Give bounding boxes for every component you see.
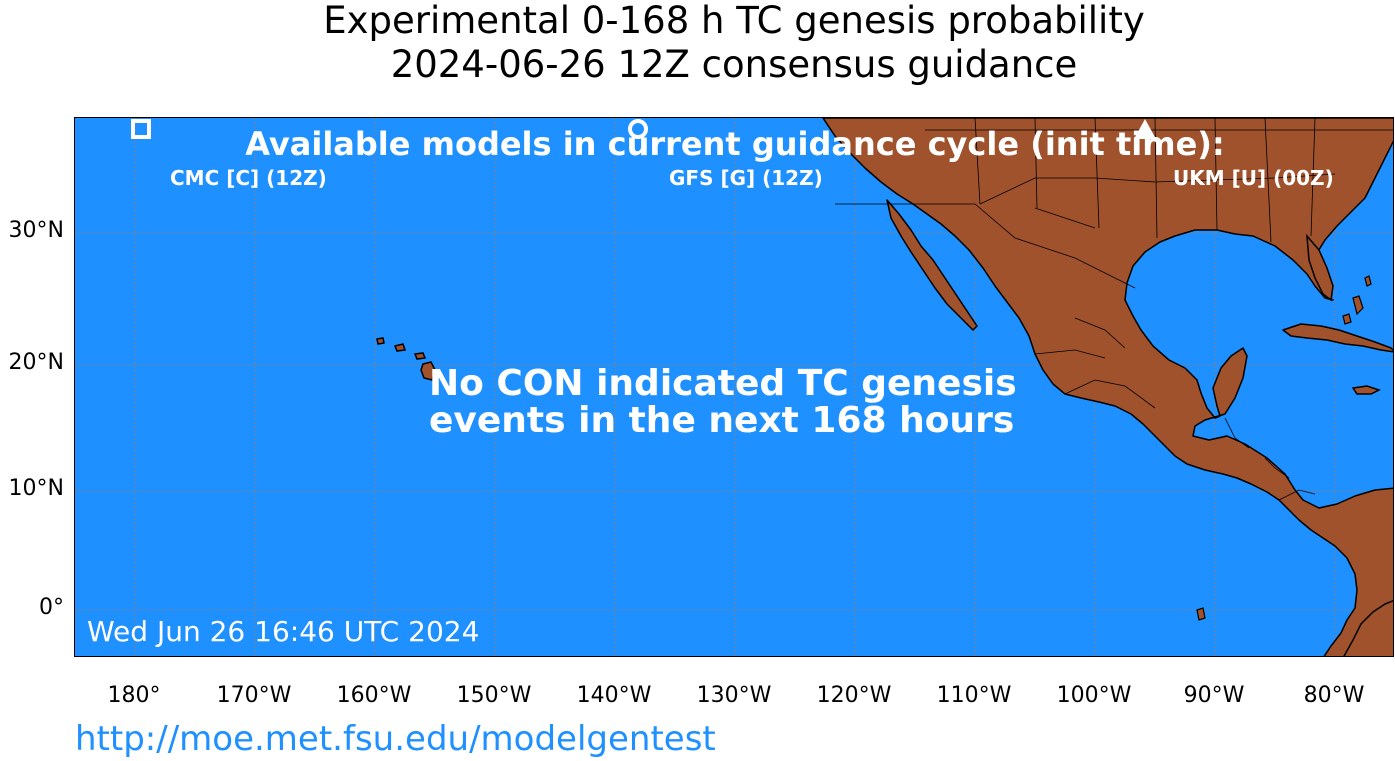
lon-label-180: 180° [107,683,161,708]
lon-label-140w: 140°W [576,683,652,708]
lon-label-130w: 130°W [696,683,772,708]
small-island [1196,607,1206,621]
baja-california [886,199,978,331]
no-events-message: No CON indicated TC genesis events in th… [429,365,1017,439]
map-canvas [75,118,1393,656]
florida [1306,233,1334,302]
lat-label-30n: 30°N [8,218,64,243]
lon-label-150w: 150°W [456,683,532,708]
chart-title: Experimental 0-168 h TC genesis probabil… [323,0,1145,42]
lat-label-20n: 20°N [8,350,64,375]
lon-label-160w: 160°W [336,683,412,708]
lon-label-90w: 90°W [1183,683,1245,708]
model-label-gfs: GFS [G] (12Z) [669,166,823,190]
triangle-marker-icon [1134,119,1156,139]
no-events-line2: events in the next 168 hours [429,400,1015,441]
model-label-cmc: CMC [C] (12Z) [170,166,327,190]
square-marker-icon [131,119,151,139]
hawaiian-islands [376,337,436,381]
lon-label-170w: 170°W [216,683,292,708]
lon-label-120w: 120°W [816,683,892,708]
valid-timestamp: Wed Jun 26 16:46 UTC 2024 [87,615,480,648]
chart-subtitle: 2024-06-26 12Z consensus guidance [390,43,1078,86]
cuba [1282,323,1393,353]
lon-label-80w: 80°W [1303,683,1365,708]
bahamas [1342,275,1372,325]
model-label-ukm: UKM [U] (00Z) [1173,166,1334,190]
political-borders [835,118,1393,501]
no-events-line1: No CON indicated TC genesis [429,363,1017,404]
jamaica [1351,385,1381,395]
map-panel: Available models in current guidance cyc… [74,117,1394,657]
south-america-landmass [1343,599,1393,656]
lat-label-0: 0° [39,595,64,620]
lon-label-110w: 110°W [936,683,1012,708]
source-url-link[interactable]: http://moe.met.fsu.edu/modelgentest [75,719,716,759]
available-models-heading: Available models in current guidance cyc… [245,125,1225,163]
lon-label-100w: 100°W [1056,683,1132,708]
north-america-landmass [822,118,1393,656]
lat-label-10n: 10°N [8,476,64,501]
circle-marker-icon [628,119,648,139]
